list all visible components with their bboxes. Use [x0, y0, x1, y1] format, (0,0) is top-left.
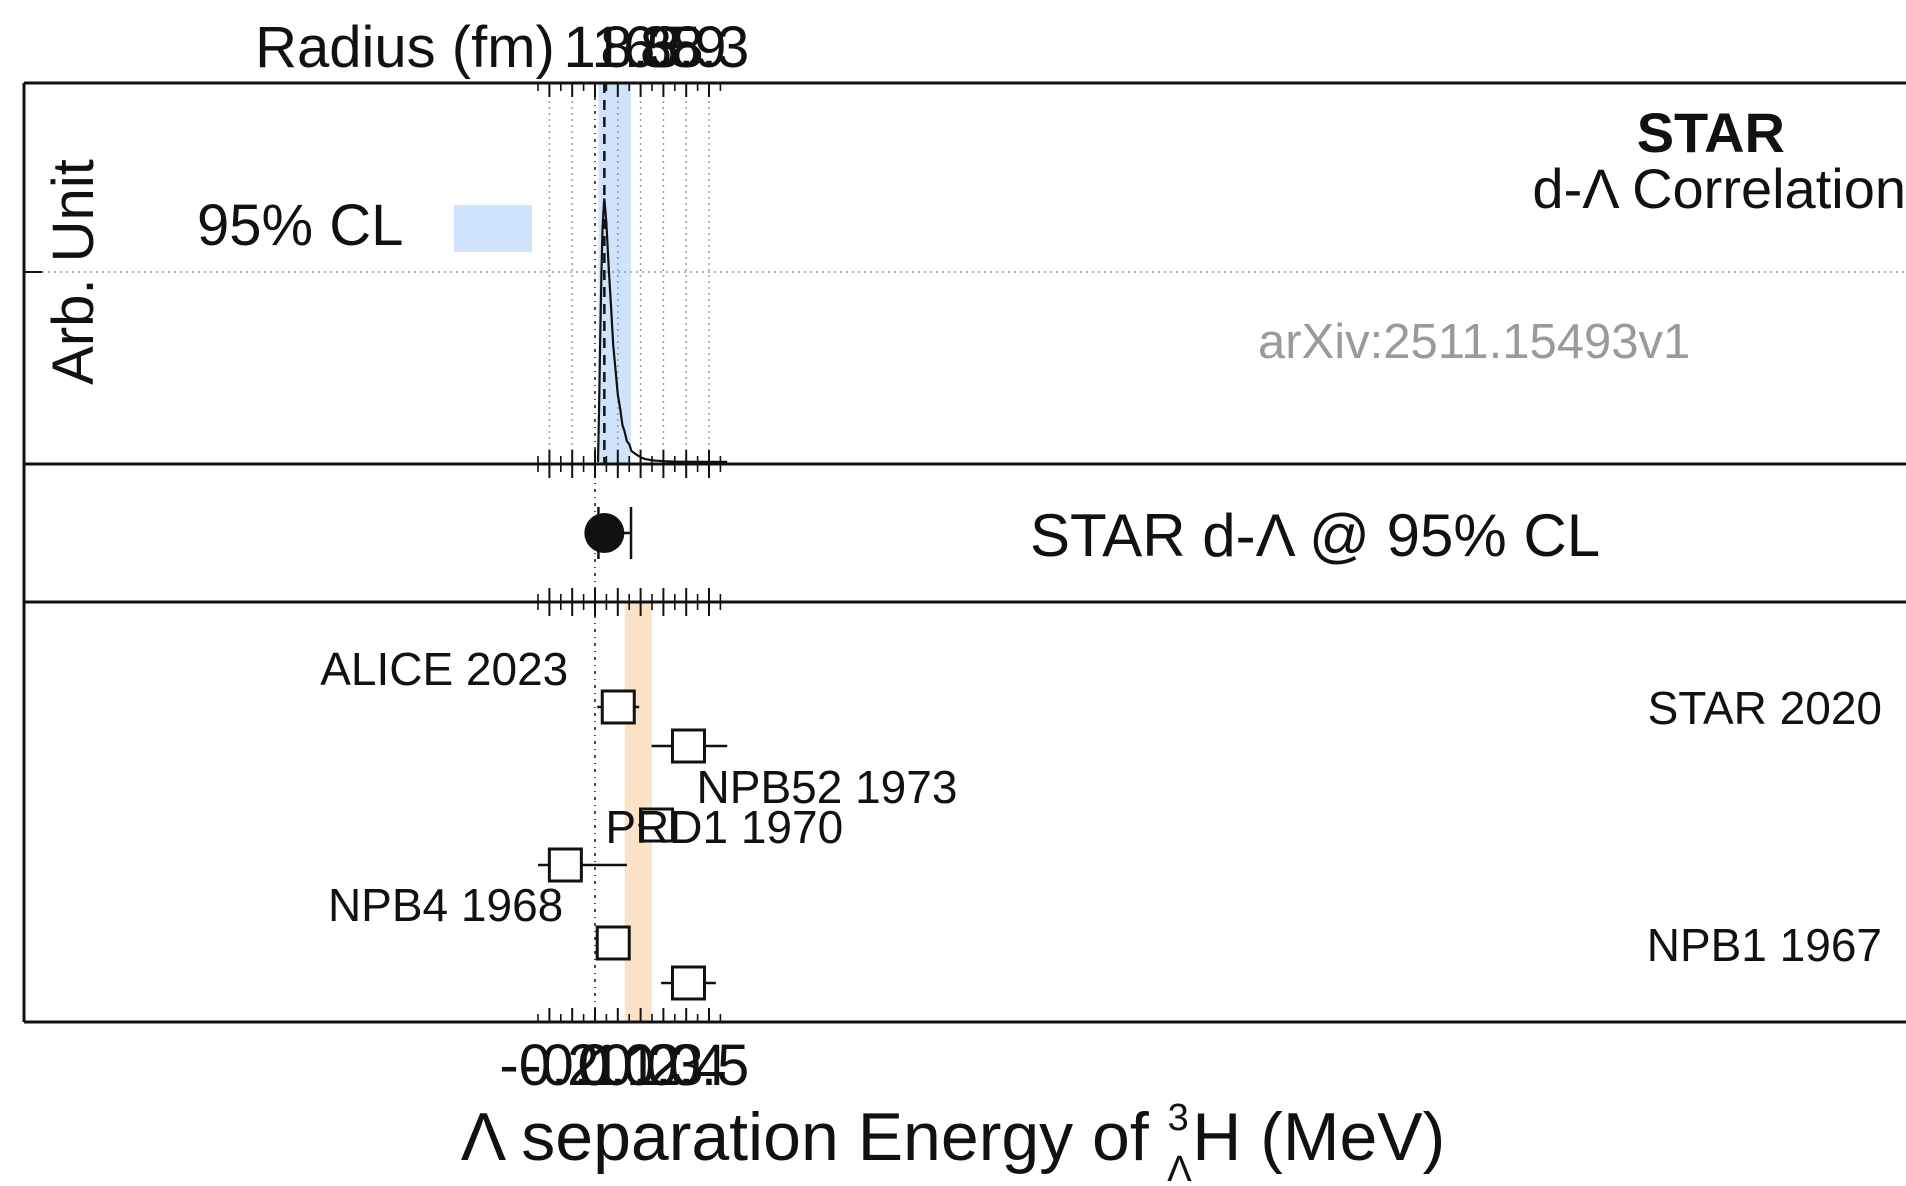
- measurement-label-3: PRD1 1970: [605, 801, 843, 853]
- x-axis-label: Λ separation Energy of 3 ΛH (MeV): [461, 1097, 1446, 1181]
- legend-swatch: [454, 205, 532, 252]
- measurement-point-5: [672, 967, 704, 999]
- panel-subtitle: d-Λ Correlation: [1532, 157, 1906, 220]
- measurement-label-5: NPB1 1967: [1647, 919, 1882, 971]
- x-axis-label-element: H: [1192, 1099, 1241, 1175]
- y-axis-label: Arb. Unit: [41, 159, 106, 385]
- x-axis-label-suffix: (MeV): [1241, 1099, 1445, 1175]
- x-tick-label-7: 0.5: [669, 1033, 750, 1098]
- measurement-label-4: NPB4 1968: [328, 879, 563, 931]
- panel-title: STAR: [1637, 101, 1785, 164]
- x-axis-label-hyperon: Λ: [1167, 1149, 1193, 1181]
- text-layer: Radius (fm) STAR d-Λ Correlation Arb. Un…: [41, 15, 1906, 1181]
- measurement-point-3: [549, 849, 581, 881]
- measurement-point-1: [672, 730, 704, 762]
- x-axis-label-mass-number: 3: [1168, 1097, 1189, 1139]
- legend-label: 95% CL: [197, 193, 403, 258]
- x-axis-label-prefix: Λ separation Energy of: [461, 1099, 1168, 1175]
- measurement-label-1: STAR 2020: [1648, 682, 1882, 734]
- watermark-text: arXiv:2511.15493v1: [1258, 315, 1690, 369]
- measurement-point-4: [597, 927, 629, 959]
- top-axis-label: Radius (fm): [255, 15, 555, 80]
- measurement-label-0: ALICE 2023: [320, 643, 568, 695]
- top-tick-label-4: 5.3: [669, 15, 750, 80]
- star-result-label: STAR d-Λ @ 95% CL: [1030, 502, 1600, 569]
- star-result-point: [584, 513, 624, 553]
- measurement-point-0: [602, 691, 634, 723]
